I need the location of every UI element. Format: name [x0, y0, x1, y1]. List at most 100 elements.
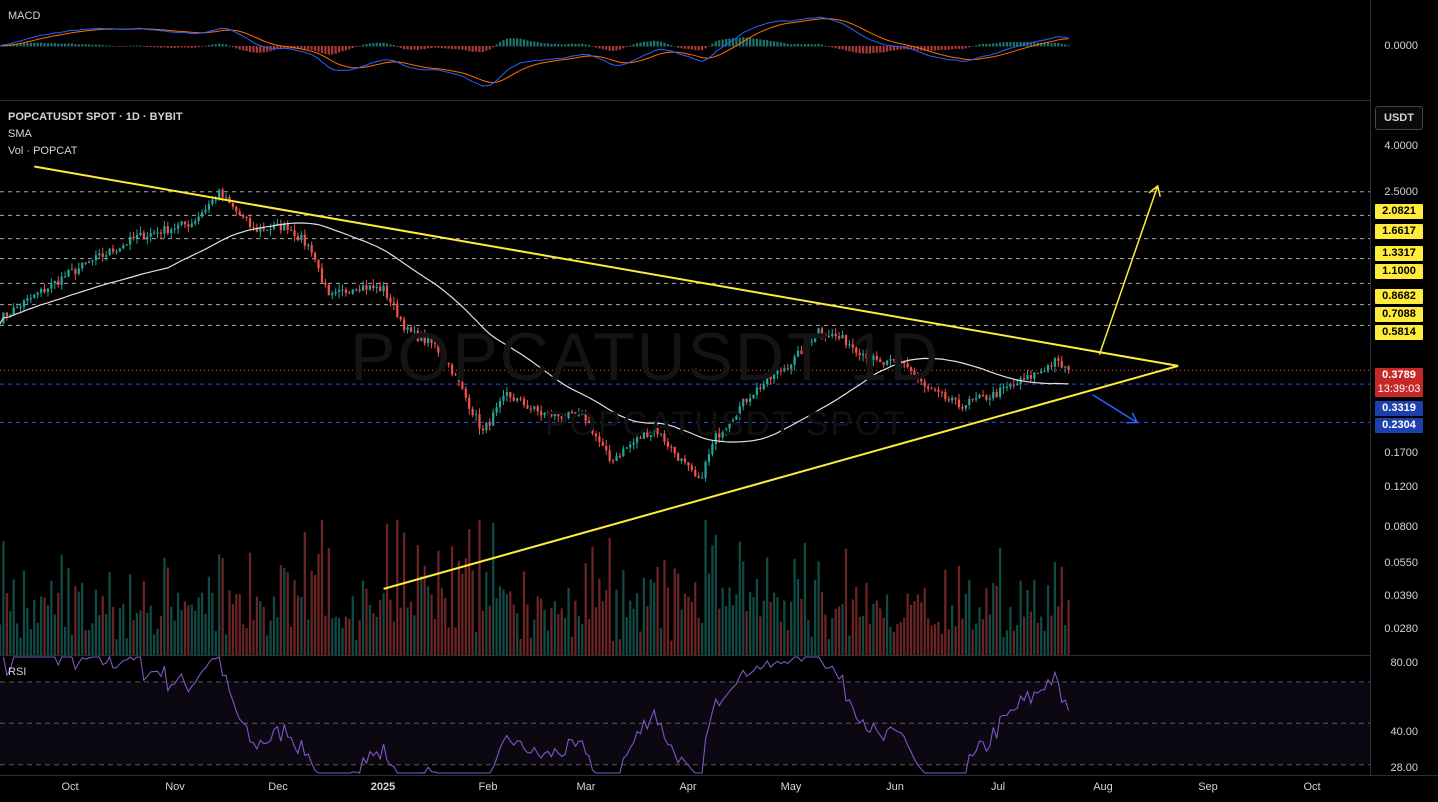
rsi-legend[interactable]: RSI — [8, 666, 27, 678]
level-badge[interactable]: 1.1000 — [1375, 264, 1423, 279]
candle-body — [920, 378, 923, 382]
level-badge[interactable]: 0.7088 — [1375, 307, 1423, 322]
candle-body — [235, 206, 238, 212]
macd-histogram-bar — [951, 46, 954, 50]
volume-bar — [348, 618, 351, 655]
macd-histogram-bar — [478, 46, 481, 53]
support-badge[interactable]: 0.3319 — [1375, 401, 1423, 416]
macd-histogram-bar — [327, 46, 330, 55]
candle-body — [1012, 384, 1015, 386]
macd-histogram-bar — [98, 44, 101, 47]
current-price-badge[interactable]: 0.3789 13:39:03 — [1375, 368, 1423, 397]
macd-legend[interactable]: MACD — [8, 10, 41, 22]
volume-bar — [1040, 616, 1043, 655]
macd-histogram-bar — [262, 46, 265, 53]
support-badge[interactable]: 0.2304 — [1375, 418, 1423, 433]
candle-body — [81, 262, 84, 269]
volume-bar — [2, 541, 5, 655]
volume-legend[interactable]: Vol · POPCAT — [8, 145, 78, 157]
candle-body — [50, 283, 53, 289]
macd-histogram-bar — [337, 46, 341, 53]
current-price-value: 0.3789 — [1382, 369, 1416, 381]
macd-histogram-bar — [680, 46, 683, 49]
candle-body — [0, 323, 2, 325]
level-badge[interactable]: 1.3317 — [1375, 246, 1423, 261]
macd-histogram-bar — [50, 43, 53, 47]
candle-body — [899, 361, 902, 363]
macd-histogram-bar — [1026, 41, 1029, 47]
volume-bar — [1053, 562, 1057, 655]
candle-body — [790, 364, 793, 370]
trendlines[interactable] — [34, 165, 1179, 590]
candle-body — [60, 276, 63, 285]
candle-body — [204, 209, 207, 213]
candle-body — [146, 236, 149, 240]
horizontal-levels — [0, 191, 1370, 423]
macd-histogram-bar — [485, 46, 488, 51]
symbol-legend[interactable]: POPCATUSDT SPOT · 1D · BYBIT — [8, 111, 183, 123]
pane-separators — [0, 0, 1438, 776]
volume-bar — [824, 614, 827, 655]
macd-histogram-bar — [817, 44, 820, 47]
candle-body — [70, 269, 74, 271]
volume-bar — [786, 630, 789, 655]
macd-histogram-bar — [848, 46, 851, 52]
volume-bar — [529, 637, 532, 655]
macd-histogram-bar — [981, 43, 985, 47]
volume-bar — [981, 619, 985, 655]
candle-body — [663, 433, 666, 442]
candle-body — [848, 344, 851, 346]
volume-bar — [5, 593, 8, 655]
candle-body — [84, 262, 87, 264]
candle-body — [933, 389, 937, 391]
level-badge[interactable]: 2.0821 — [1375, 204, 1423, 219]
currency-button[interactable]: USDT — [1375, 106, 1423, 130]
macd-histogram-bar — [403, 46, 406, 50]
macd-histogram-bar — [1057, 42, 1060, 47]
macd-histogram-bar — [690, 46, 693, 50]
sma-legend[interactable]: SMA — [8, 128, 32, 140]
macd-histogram-bar — [677, 46, 680, 48]
macd-histogram-bar — [63, 43, 67, 47]
candle-body — [766, 376, 769, 385]
candle-body — [183, 221, 187, 225]
volume-bar — [474, 632, 478, 655]
volume-bar — [262, 607, 265, 655]
macd-histogram-bar — [91, 44, 94, 47]
volume-bar — [957, 565, 961, 655]
rsi-line — [2, 655, 1070, 774]
candle-body — [875, 355, 878, 360]
macd-histogram-bar — [516, 38, 519, 47]
macd-histogram-bar — [320, 46, 324, 54]
price-axis-tick: 2.5000 — [1384, 186, 1418, 198]
volume-bar — [279, 564, 282, 655]
candle-body — [1046, 365, 1050, 372]
macd-histogram-bar — [153, 46, 156, 48]
volume-bar — [471, 570, 474, 655]
candle-body — [276, 223, 279, 225]
macd-histogram-bar — [146, 46, 149, 48]
volume-bar — [1005, 630, 1009, 655]
candle-body — [355, 289, 358, 291]
candle-body — [180, 221, 183, 225]
volume-bar — [502, 589, 505, 655]
macd-histogram-bar — [594, 46, 598, 48]
macd-histogram-bar — [245, 46, 248, 51]
level-badge[interactable]: 0.8682 — [1375, 289, 1423, 304]
volume-bar — [94, 589, 98, 655]
volume-bar — [783, 600, 786, 655]
macd-histogram-bar — [875, 46, 878, 53]
macd-histogram-bar — [975, 45, 978, 47]
level-badge[interactable]: 1.6617 — [1375, 224, 1423, 239]
candle-body — [5, 312, 8, 317]
volume-bar — [197, 597, 200, 655]
candle-body — [303, 234, 306, 246]
level-badge[interactable]: 0.5814 — [1375, 325, 1423, 340]
candle-body — [296, 236, 300, 241]
macd-histogram-bar — [204, 45, 207, 47]
candle-body — [468, 397, 471, 409]
macd-histogram-bar — [444, 46, 447, 49]
volume-bar — [707, 573, 711, 655]
candle-body — [67, 269, 70, 277]
